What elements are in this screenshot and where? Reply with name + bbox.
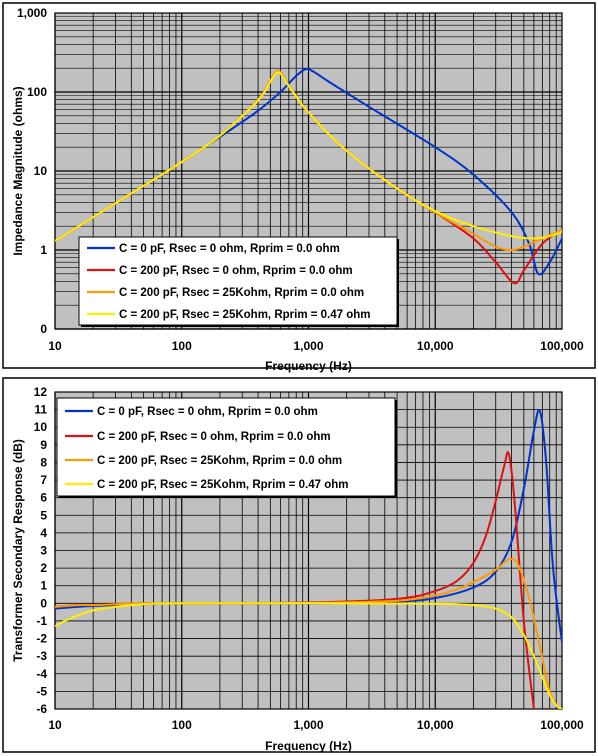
legend-label-1: C = 0 pF, Rsec = 0 ohm, Rprim = 0.0 ohm [97,406,318,418]
y-tick-label: 5 [40,508,47,522]
x-tick-label: 100 [172,718,192,732]
x-tick-label: 10,000 [417,718,454,732]
legend-box [78,236,398,326]
y-tick-label: 8 [40,455,47,469]
x-tick-label: 100,000 [540,718,584,732]
legend-label-4: C = 200 pF, Rsec = 25Kohm, Rprim = 0.47 … [97,479,349,491]
y-tick-label: 0 [40,596,47,610]
y-tick-label: 2 [40,561,47,575]
y-tick-label: 4 [40,526,47,540]
series-line-4 [55,71,562,242]
y-tick-label: 12 [34,385,48,399]
x-tick-label: 1,000 [293,339,323,353]
legend-box [56,397,396,497]
y-tick-label: 11 [34,403,47,417]
x-tick-label: 10,000 [417,339,454,353]
series-group [55,409,562,709]
y-tick-label: 10 [34,164,48,178]
y-tick-label: 10 [34,420,48,434]
chart-1: 10 100 1,000 10,000 100,000 0 1 10 100 1,000 Frequ… [2,2,596,373]
legend: C = 0 pF, Rsec = 0 ohm, Rprim = 0.0 ohm C… [56,397,397,498]
legend-label-1: C = 0 pF, Rsec = 0 ohm, Rprim = 0.0 ohm [119,243,340,255]
y-tick-label: 9 [40,438,47,452]
y-tick-label: -1 [36,614,47,628]
x-tick-label: 100 [172,339,192,353]
legend-label-2: C = 200 pF, Rsec = 0 ohm, Rprim = 0.0 oh… [119,265,353,277]
y-tick-label: -4 [36,667,47,681]
x-tick-label: 10 [48,718,62,732]
x-tick-label: 1,000 [293,718,323,732]
legend-label-2: C = 200 pF, Rsec = 0 ohm, Rprim = 0.0 oh… [97,431,331,443]
legend: C = 0 pF, Rsec = 0 ohm, Rprim = 0.0 ohm C… [78,236,399,327]
series-line-4 [55,602,562,709]
y-tick-label: -6 [36,702,47,716]
y-tick-label: 6 [40,491,47,505]
y-tick-label: -3 [36,649,47,663]
y-axis-title: Impedance Magnitude (ohms) [11,86,25,255]
legend-label-4: C = 200 pF, Rsec = 25Kohm, Rprim = 0.47 … [119,309,371,321]
x-axis-title: Frequency (Hz) [265,359,352,373]
y-tick-label: 1 [40,243,47,257]
x-tick-label: 100,000 [540,339,584,353]
legend-label-3: C = 200 pF, Rsec = 25Kohm, Rprim = 0.0 o… [97,455,342,467]
legend-label-3: C = 200 pF, Rsec = 25Kohm, Rprim = 0.0 o… [119,287,364,299]
plot-border [54,12,563,330]
x-tick-label: 10 [48,339,62,353]
y-tick-label: -5 [36,684,47,698]
y-tick-label: 7 [40,473,47,487]
y-axis-title: Transformer Secondary Response (dB) [11,439,25,662]
y-tick-label: 100 [27,85,47,99]
chart-2: 10 100 1,000 10,000 100,0001211109876543210-… [2,377,596,753]
y-tick-label: 1,000 [17,6,47,20]
y-tick-label: -2 [36,632,47,646]
series-group [55,67,562,285]
y-tick-label: 3 [40,544,47,558]
series-line-3 [55,557,561,709]
plot-border [54,391,563,710]
y-tick-label: 0 [40,322,47,336]
y-tick-label: 1 [40,579,47,593]
x-axis-title: Frequency (Hz) [265,739,352,753]
